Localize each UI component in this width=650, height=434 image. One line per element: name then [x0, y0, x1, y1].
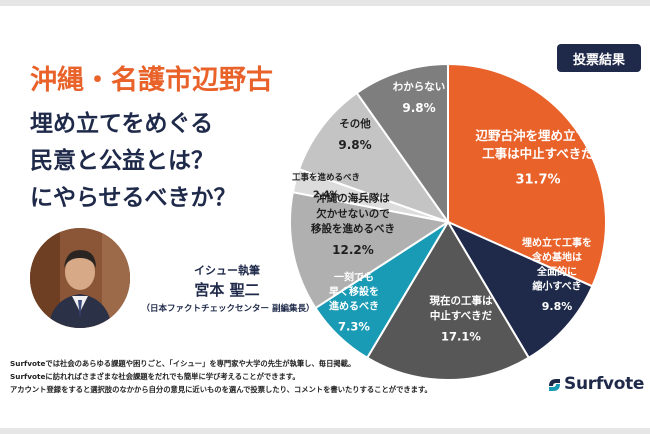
author-role: イシュー執筆 — [194, 264, 260, 277]
slice-label: 辺野古沖を埋め立てる工事は中止すべきだ — [475, 128, 600, 161]
footer-line-1: Surfvoteでは社会のあらゆる課題や困りごと、「イシュー」を専門家や大学の先… — [10, 359, 356, 368]
topic-title: 沖縄・名護市辺野古 — [30, 65, 273, 96]
pie-slice — [297, 91, 451, 224]
slice-label: 現在の工事は中止すべきだ — [430, 294, 493, 322]
footer-line-2: Surfvoteに訪れればさまざまな社会課題をだれでも簡単に学び考えることができ… — [10, 372, 300, 381]
slice-label: その他 — [339, 117, 371, 130]
bottom-border — [0, 428, 650, 434]
slice-label: 沖縄の海兵隊は欠かせないので移設を進めるべき — [311, 192, 395, 236]
slice-value: 9.8% — [402, 101, 435, 115]
top-border — [0, 0, 650, 6]
author-name: 宮本 聖二 — [194, 281, 260, 299]
surfvote-logo-text: Surfvote — [564, 374, 645, 394]
author-affiliation: （日本ファクトチェックセンター 副編集長） — [141, 304, 315, 314]
slice-label: 工事を進めるべき — [292, 172, 360, 183]
slice-label: 一刻でも早く移設を進めるべき — [329, 271, 379, 313]
slice-value: 31.7% — [515, 172, 560, 187]
pie-slice — [289, 191, 451, 310]
slice-value: 9.8% — [542, 300, 573, 313]
slice-value: 17.1% — [441, 330, 481, 344]
slice-label: 埋め立て工事を含め基地は全面的に縮小すべき — [522, 236, 592, 292]
pie-slice — [445, 219, 594, 360]
slice-value: 12.2% — [332, 243, 374, 257]
footer-line-3: アカウント登録をすると選択肢のなかから自分の意見に近いものを選んで投票したり、コ… — [10, 385, 432, 394]
slice-value: 9.8% — [338, 138, 371, 152]
surfvote-s-icon — [549, 379, 560, 391]
pie-slice — [355, 62, 449, 226]
slice-value: 7.3% — [338, 320, 370, 334]
question-line-2: 民意と公益とは？ — [30, 148, 214, 174]
question-line-3: にやらせるべきか？ — [30, 185, 237, 211]
pie-slice — [447, 62, 607, 288]
question-line-1: 埋め立てをめぐる — [30, 111, 214, 137]
results-badge: 投票結果 — [557, 44, 641, 72]
slice-label: わからない — [393, 81, 446, 93]
pie-slice — [365, 220, 531, 381]
slice-value: 2.4% — [313, 190, 340, 201]
